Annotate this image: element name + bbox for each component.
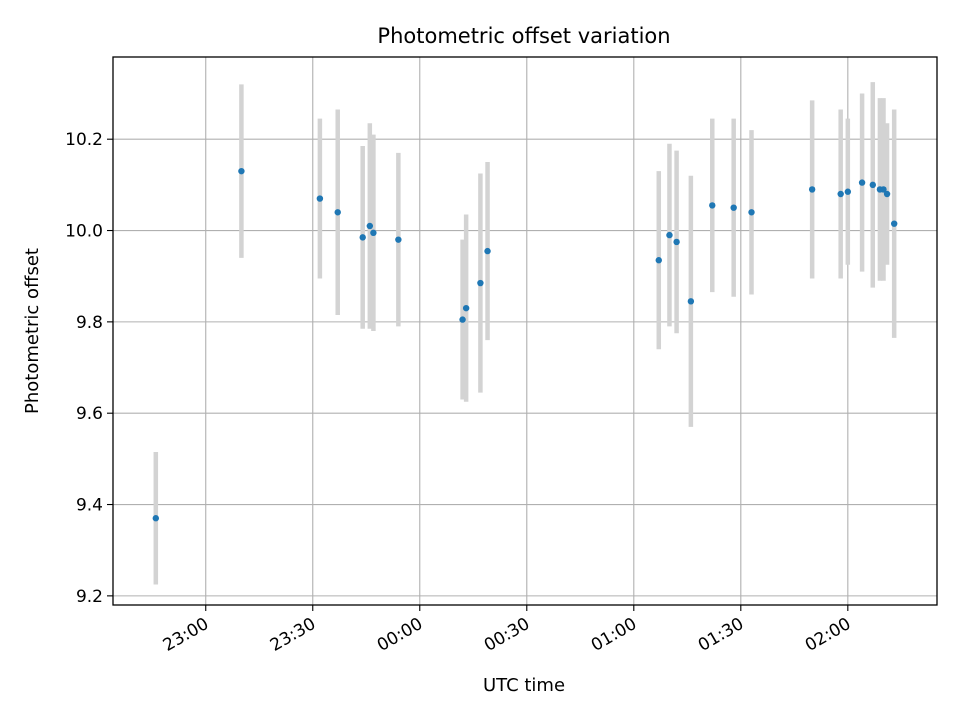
data-point <box>666 231 673 239</box>
data-points <box>152 167 898 522</box>
data-point <box>359 234 366 241</box>
x-axis-title: UTC time <box>483 675 565 696</box>
data-point <box>334 209 341 216</box>
data-point <box>869 181 876 189</box>
y-axis-title: Photometric offset <box>22 248 43 414</box>
data-point <box>808 186 816 193</box>
y-tick-label: 10.2 <box>65 130 103 150</box>
data-point <box>655 257 662 264</box>
data-point <box>477 279 484 287</box>
y-tick-label: 9.8 <box>76 313 103 333</box>
data-point <box>748 209 755 216</box>
y-tick-label: 9.6 <box>76 404 103 424</box>
y-tick-label: 10.0 <box>65 222 103 242</box>
data-point <box>484 247 491 255</box>
data-point <box>673 238 680 246</box>
data-point <box>687 298 695 305</box>
data-point <box>370 229 377 237</box>
data-point <box>858 179 866 186</box>
data-point <box>152 515 160 522</box>
plot-frame <box>112 56 938 606</box>
data-point <box>844 188 852 195</box>
data-point <box>837 190 844 198</box>
data-point <box>238 167 245 175</box>
data-point <box>459 316 466 323</box>
data-point <box>316 195 324 202</box>
y-tick-label: 9.2 <box>76 587 103 607</box>
data-point <box>890 220 898 227</box>
chart-title: Photometric offset variation <box>377 24 670 48</box>
data-point <box>709 202 716 209</box>
y-tick-label: 9.4 <box>76 496 103 516</box>
data-point <box>366 222 374 230</box>
data-point <box>395 236 402 243</box>
data-point <box>880 186 887 193</box>
data-point <box>730 204 737 211</box>
grid <box>113 57 937 605</box>
data-point <box>883 190 891 198</box>
data-point <box>462 304 470 312</box>
